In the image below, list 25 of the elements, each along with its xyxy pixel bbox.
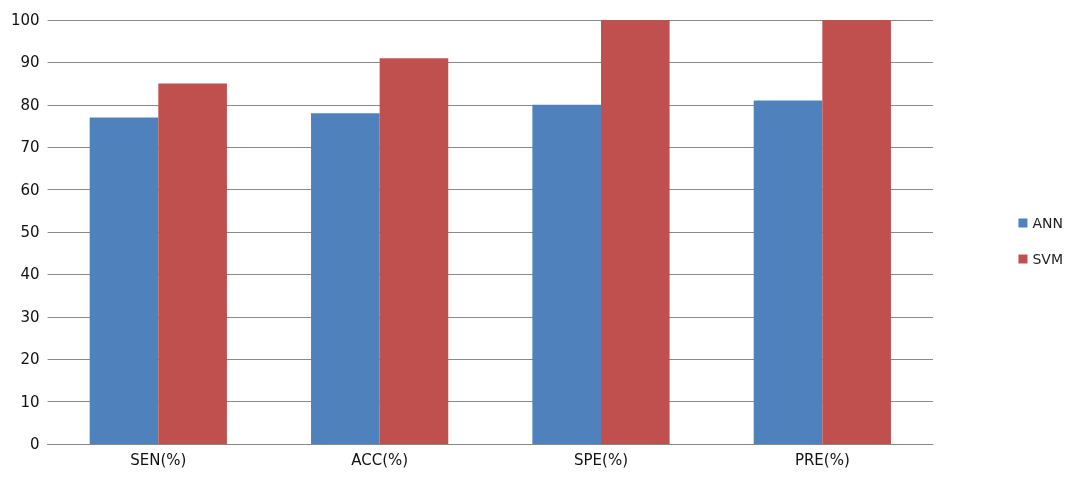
y-tick-label: 0 <box>30 435 40 453</box>
x-tick-label: ACC(%) <box>351 450 409 469</box>
y-tick-label: 80 <box>20 95 40 114</box>
bar <box>753 100 823 444</box>
bar <box>158 83 227 444</box>
x-tick-label: PRE(%) <box>794 450 850 469</box>
y-tick-label: 50 <box>20 223 40 241</box>
y-tick-label: 100 <box>10 11 40 29</box>
y-tick-label: 90 <box>20 53 40 72</box>
y-tick-label: 30 <box>20 307 40 326</box>
bar <box>600 20 670 444</box>
bar <box>532 104 601 444</box>
y-tick-label: 60 <box>20 180 40 199</box>
legend-label: SVM <box>1032 251 1063 267</box>
bar <box>379 58 449 444</box>
x-tick-label: SPE(%) <box>573 450 628 469</box>
y-tick-label: 20 <box>20 350 40 369</box>
y-tick-label: 10 <box>20 392 40 411</box>
bar <box>89 117 159 444</box>
y-tick-label: 40 <box>20 265 40 284</box>
bar <box>311 113 380 444</box>
legend-label: ANN <box>1032 215 1063 231</box>
x-tick-label: SEN(%) <box>130 450 187 469</box>
y-tick-label: 70 <box>20 138 40 157</box>
bar <box>822 20 891 444</box>
